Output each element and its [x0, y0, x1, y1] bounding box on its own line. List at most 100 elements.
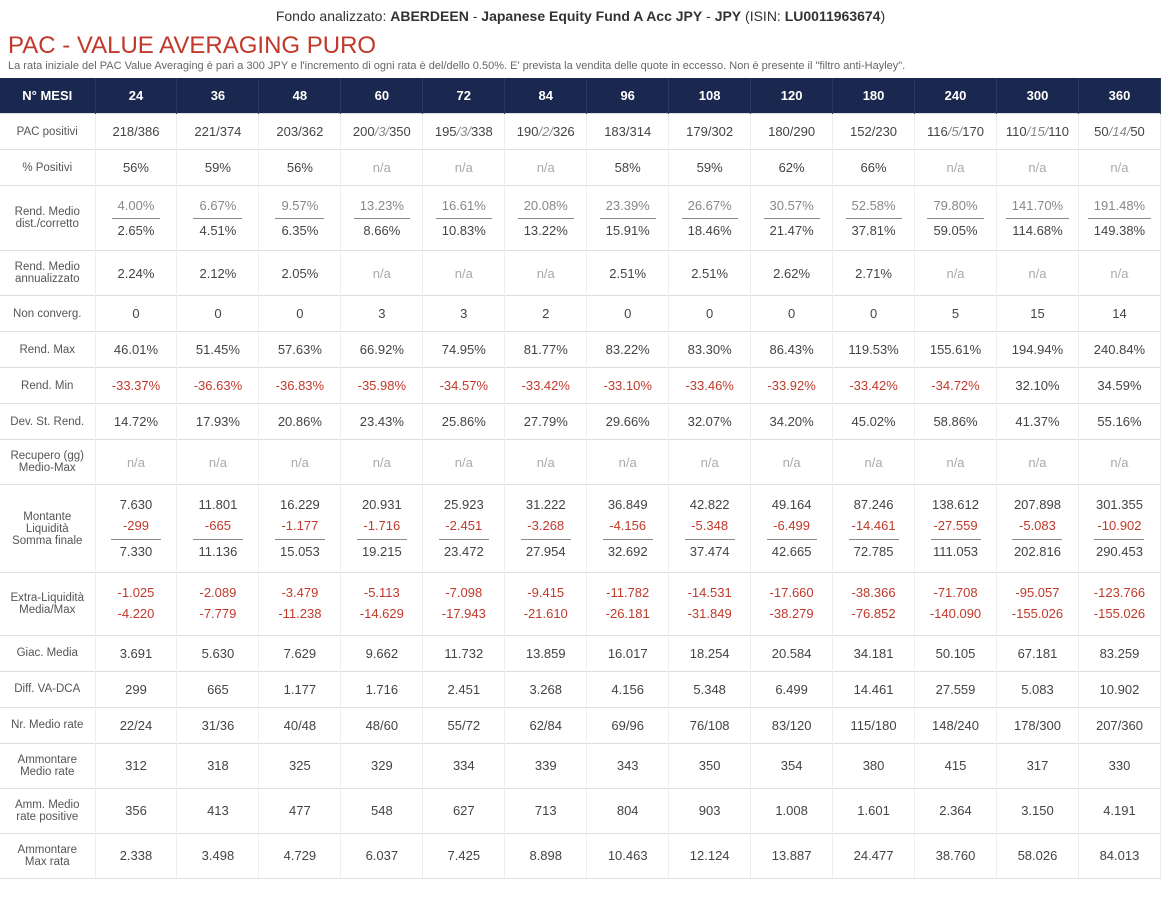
- table-row: PAC positivi218/386221/374203/362200/3/3…: [0, 114, 1161, 150]
- data-cell: 110/15/110: [996, 114, 1078, 150]
- fund-isin: LU0011963674: [785, 8, 881, 24]
- data-cell: 31.222-3.26827.954: [505, 485, 587, 573]
- data-cell: n/a: [505, 440, 587, 485]
- data-cell: n/a: [669, 440, 751, 485]
- data-cell: n/a: [751, 440, 833, 485]
- table-row: Nr. Medio rate22/2431/3640/4848/6055/726…: [0, 707, 1161, 743]
- data-cell: 194.94%: [996, 332, 1078, 368]
- data-cell: 67.181: [996, 635, 1078, 671]
- fund-company: ABERDEEN: [390, 8, 469, 24]
- data-cell: 354: [751, 743, 833, 788]
- data-cell: 42.822-5.34837.474: [669, 485, 751, 573]
- table-row: Extra-Liquidità Media/Max-1.025-4.220-2.…: [0, 573, 1161, 636]
- table-row: Recupero (gg) Medio-Maxn/an/an/an/an/an/…: [0, 440, 1161, 485]
- row-label: Rend. Medio annualizzato: [0, 251, 95, 296]
- data-cell: 1.177: [259, 671, 341, 707]
- data-cell: 50/14/50: [1078, 114, 1160, 150]
- row-label: Nr. Medio rate: [0, 707, 95, 743]
- data-cell: 2.24%: [95, 251, 177, 296]
- data-cell: 190/2/326: [505, 114, 587, 150]
- data-cell: 16.61%10.83%: [423, 186, 505, 251]
- table-row: Dev. St. Rend.14.72%17.93%20.86%23.43%25…: [0, 404, 1161, 440]
- data-cell: 20.931-1.71619.215: [341, 485, 423, 573]
- data-cell: 5.630: [177, 635, 259, 671]
- data-cell: 7.630-2997.330: [95, 485, 177, 573]
- data-cell: 380: [833, 743, 915, 788]
- data-cell: 55/72: [423, 707, 505, 743]
- data-cell: 3: [423, 296, 505, 332]
- data-cell: 58%: [587, 150, 669, 186]
- data-cell: 356: [95, 788, 177, 833]
- data-cell: -35.98%: [341, 368, 423, 404]
- data-cell: 804: [587, 788, 669, 833]
- data-cell: 1.601: [833, 788, 915, 833]
- data-cell: -33.92%: [751, 368, 833, 404]
- data-cell: 58.86%: [915, 404, 997, 440]
- data-cell: -14.531-31.849: [669, 573, 751, 636]
- data-cell: 240.84%: [1078, 332, 1160, 368]
- data-cell: 25.86%: [423, 404, 505, 440]
- data-cell: -9.415-21.610: [505, 573, 587, 636]
- data-cell: 2.364: [915, 788, 997, 833]
- data-cell: 148/240: [915, 707, 997, 743]
- data-cell: 11.801-66511.136: [177, 485, 259, 573]
- data-cell: 48/60: [341, 707, 423, 743]
- col-header: 180: [833, 78, 915, 114]
- data-cell: 23.39%15.91%: [587, 186, 669, 251]
- data-cell: 51.45%: [177, 332, 259, 368]
- data-cell: 2.338: [95, 833, 177, 878]
- col-header: 240: [915, 78, 997, 114]
- data-cell: 27.559: [915, 671, 997, 707]
- data-cell: 34.59%: [1078, 368, 1160, 404]
- data-cell: 34.181: [833, 635, 915, 671]
- data-cell: 34.20%: [751, 404, 833, 440]
- data-cell: 26.67%18.46%: [669, 186, 751, 251]
- data-cell: 221/374: [177, 114, 259, 150]
- data-cell: 56%: [259, 150, 341, 186]
- data-cell: 0: [95, 296, 177, 332]
- data-cell: n/a: [915, 150, 997, 186]
- data-cell: 180/290: [751, 114, 833, 150]
- data-cell: 76/108: [669, 707, 751, 743]
- data-cell: 62/84: [505, 707, 587, 743]
- data-cell: 46.01%: [95, 332, 177, 368]
- table-row: Montante Liquidità Somma finale7.630-299…: [0, 485, 1161, 573]
- data-cell: 343: [587, 743, 669, 788]
- row-label: Dev. St. Rend.: [0, 404, 95, 440]
- data-cell: 183/314: [587, 114, 669, 150]
- data-cell: 20.584: [751, 635, 833, 671]
- data-cell: 58.026: [996, 833, 1078, 878]
- data-cell: 23.43%: [341, 404, 423, 440]
- data-cell: 179/302: [669, 114, 751, 150]
- data-cell: 0: [751, 296, 833, 332]
- data-cell: 548: [341, 788, 423, 833]
- row-label: Rend. Medio dist./corretto: [0, 186, 95, 251]
- data-cell: 10.463: [587, 833, 669, 878]
- fund-name: Japanese Equity Fund A Acc JPY: [481, 8, 702, 24]
- data-cell: 312: [95, 743, 177, 788]
- data-cell: 339: [505, 743, 587, 788]
- data-cell: n/a: [423, 251, 505, 296]
- data-cell: 4.00%2.65%: [95, 186, 177, 251]
- data-cell: n/a: [915, 440, 997, 485]
- data-cell: 903: [669, 788, 751, 833]
- data-cell: 334: [423, 743, 505, 788]
- data-cell: 477: [259, 788, 341, 833]
- table-row: Ammontare Max rata2.3383.4984.7296.0377.…: [0, 833, 1161, 878]
- data-cell: -5.113-14.629: [341, 573, 423, 636]
- data-cell: 5: [915, 296, 997, 332]
- row-label: Non converg.: [0, 296, 95, 332]
- data-cell: -33.42%: [505, 368, 587, 404]
- data-cell: 32.07%: [669, 404, 751, 440]
- data-cell: 83/120: [751, 707, 833, 743]
- data-cell: 13.859: [505, 635, 587, 671]
- table-row: Rend. Medio annualizzato2.24%2.12%2.05%n…: [0, 251, 1161, 296]
- data-cell: 79.80%59.05%: [915, 186, 997, 251]
- data-cell: n/a: [341, 150, 423, 186]
- data-cell: 66%: [833, 150, 915, 186]
- data-cell: -36.63%: [177, 368, 259, 404]
- data-cell: -33.10%: [587, 368, 669, 404]
- data-cell: 62%: [751, 150, 833, 186]
- data-cell: 4.156: [587, 671, 669, 707]
- data-cell: 200/3/350: [341, 114, 423, 150]
